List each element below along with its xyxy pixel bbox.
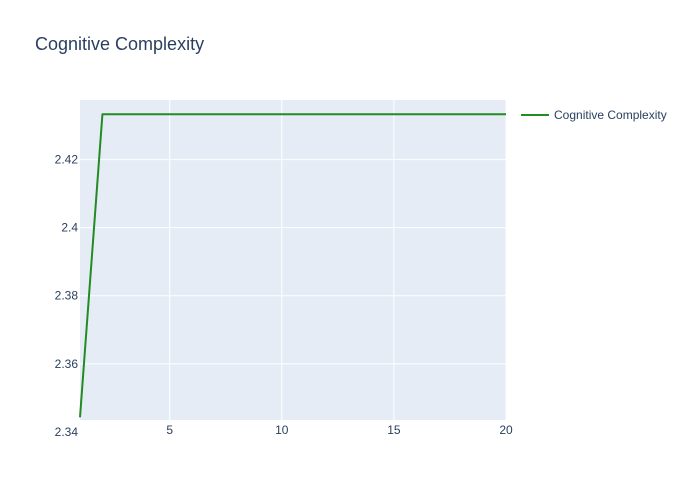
- y-tick-label-2.36: 2.36: [55, 357, 79, 371]
- x-tick-label-20: 20: [499, 423, 513, 437]
- legend-label-cognitive-complexity: Cognitive Complexity: [554, 108, 667, 122]
- x-tick-label-5: 5: [166, 423, 173, 437]
- x-tick-label-10: 10: [275, 423, 289, 437]
- y-tick-label-2.42: 2.42: [55, 153, 79, 167]
- y-tick-label-2.4: 2.4: [61, 221, 78, 235]
- tick-labels: 5 10 15 20 2.34 2.36 2.38 2.4 2.42: [55, 153, 513, 439]
- y-tick-label-2.38: 2.38: [55, 289, 79, 303]
- gridlines: [80, 100, 507, 433]
- x-tick-label-15: 15: [387, 423, 401, 437]
- legend[interactable]: Cognitive Complexity: [521, 108, 667, 122]
- series-layer: [79, 113, 506, 418]
- chart-title: Cognitive Complexity: [35, 34, 204, 54]
- y-tick-label-2.34: 2.34: [55, 425, 79, 439]
- plot-area: [80, 100, 506, 420]
- series-line-0: [79, 113, 506, 418]
